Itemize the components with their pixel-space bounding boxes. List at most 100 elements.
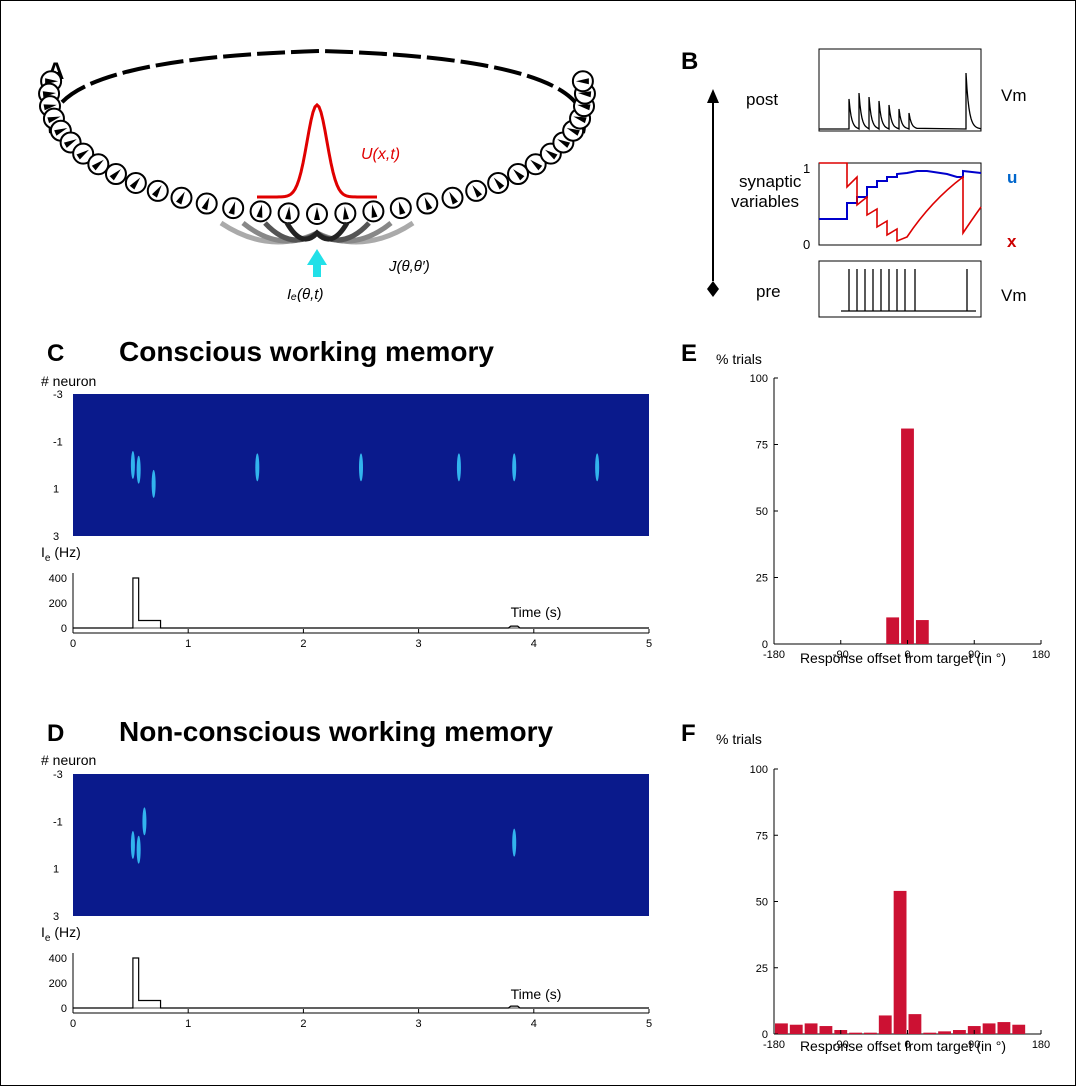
activity-bump (130, 831, 135, 859)
u-legend: u (1007, 168, 1017, 187)
neuron-icon (507, 163, 530, 186)
u-label: U(x,t) (361, 146, 400, 163)
neuron-tick-label: -1 (53, 816, 63, 828)
x-tick-label: 180 (1032, 1039, 1050, 1051)
ie-tick-label: 400 (49, 953, 67, 965)
panel-d-neuron-label: # neuron (41, 752, 96, 768)
histogram-bar (775, 1023, 788, 1034)
panel-d-ie-label: Ie (Hz) (41, 924, 81, 944)
neuron-tick-label: 1 (53, 484, 59, 496)
activity-bump (151, 469, 156, 498)
histogram-bar (908, 1014, 922, 1034)
x-tick-label: -180 (763, 1039, 785, 1051)
activity-bump (142, 807, 147, 836)
post-trace-box (818, 48, 982, 132)
x-tick-label: 0 (904, 649, 910, 661)
panel-c-title: Conscious working memory (119, 336, 494, 367)
y-tick-label: 25 (756, 963, 768, 975)
panel-e-letter: E (681, 340, 697, 367)
neuron-icon (249, 200, 272, 223)
neuron-icon (124, 171, 147, 194)
x-tick-label: -90 (833, 1039, 849, 1051)
neuron-icon (524, 153, 547, 176)
time-tick-label: 5 (646, 1018, 652, 1030)
neuron-icon (195, 192, 218, 215)
neuron-tick-label: -1 (53, 436, 63, 448)
pre-trace-box (818, 260, 982, 318)
histogram-bar (982, 1023, 996, 1034)
time-tick-label: 3 (416, 638, 422, 650)
activity-bump (456, 453, 461, 482)
neuron-tick-label: -3 (53, 769, 63, 781)
panel-d: D Non-conscious working memory # neuron … (41, 716, 652, 1030)
y-tick-label: 50 (756, 506, 768, 518)
y-tick-label: 100 (750, 373, 768, 385)
activity-bump (255, 453, 260, 482)
panel-c-letter: C (47, 340, 64, 367)
time-tick-label: 0 (70, 638, 76, 650)
histogram-bar (923, 1032, 937, 1034)
vm-bot-label: Vm (1001, 286, 1027, 305)
panel-d-title: Non-conscious working memory (119, 716, 553, 747)
neuron-icon (389, 197, 412, 220)
panel-c-neuron-label: # neuron (41, 373, 96, 389)
pre-trace (841, 269, 976, 312)
u-trace (819, 169, 982, 220)
neuron-tick-label: 3 (53, 531, 59, 543)
activity-bump-curve (257, 102, 377, 199)
histogram-bar (864, 1032, 877, 1034)
x-tick-label: 180 (1032, 649, 1050, 661)
time-tick-label: 4 (531, 1018, 537, 1030)
diamond-icon (707, 281, 719, 297)
activity-bump (512, 453, 517, 482)
y-tick-label: 75 (756, 440, 768, 452)
activity-bump (595, 453, 600, 482)
activity-heatmap (73, 774, 649, 916)
variables-label: variables (731, 192, 799, 211)
panel-f: F % trials Response offset from target (… (681, 720, 1050, 1054)
vm-top-label: Vm (1001, 86, 1027, 105)
neuron-tick-label: -3 (53, 389, 63, 401)
panel-f-letter: F (681, 720, 696, 747)
panel-b-letter: B (681, 48, 698, 75)
neuron-tick-label: 3 (53, 911, 59, 923)
neuron-icon (416, 192, 439, 215)
neuron-tick-label: 1 (53, 864, 59, 876)
activity-bump (136, 455, 141, 484)
histogram-bar (901, 428, 914, 644)
activity-bump (359, 453, 363, 482)
ie-tick-label: 200 (49, 978, 67, 990)
input-arrow-icon (307, 249, 327, 277)
neuron-icon (571, 70, 594, 93)
histogram-bar (997, 1022, 1011, 1034)
panel-e: E % trials Response offset from target (… (681, 340, 1050, 666)
tick-0: 0 (803, 237, 810, 252)
neuron-icon (487, 171, 510, 194)
pre-label: pre (756, 282, 781, 301)
histogram-bar (789, 1024, 803, 1034)
time-tick-label: 4 (531, 638, 537, 650)
x-tick-label: 90 (968, 1039, 980, 1051)
panel-d-time-label: Time (s) (511, 986, 562, 1002)
tick-1: 1 (803, 161, 810, 176)
histogram-bar (1012, 1024, 1026, 1034)
histogram-bar (915, 620, 929, 644)
synaptic-box (818, 162, 982, 246)
panel-e-xlabel: Response offset from target (in °) (800, 650, 1006, 666)
y-tick-label: 0 (762, 639, 768, 651)
panel-c: C Conscious working memory # neuron Ie (… (41, 336, 652, 650)
panel-e-ylabel: % trials (716, 351, 762, 367)
x-tick-label: -90 (833, 649, 849, 661)
time-tick-label: 3 (416, 1018, 422, 1030)
neuron-icon (87, 153, 110, 176)
histogram-bar (938, 1031, 951, 1034)
arrow-up-icon (707, 89, 719, 103)
panel-f-ylabel: % trials (716, 731, 762, 747)
neuron-icon (306, 203, 328, 225)
j-label: J(θ,θ′) (388, 258, 430, 275)
time-tick-label: 2 (300, 1018, 306, 1030)
ie-trace (73, 957, 649, 1009)
neuron-icon (441, 186, 464, 209)
histogram-bar (878, 1015, 892, 1034)
